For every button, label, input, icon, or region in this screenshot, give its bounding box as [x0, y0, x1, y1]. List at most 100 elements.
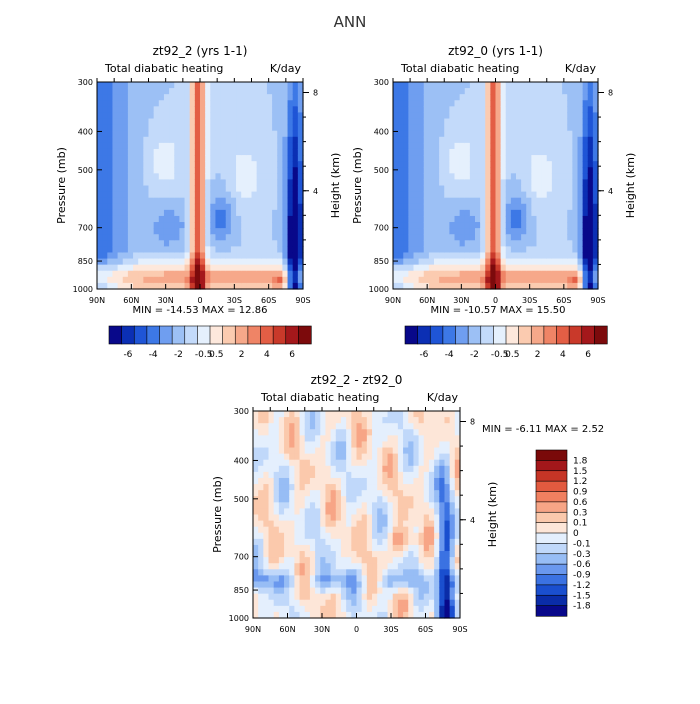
field-cell — [505, 88, 512, 95]
field-cell — [138, 185, 144, 193]
field-cell — [246, 82, 253, 89]
field-cell — [546, 118, 553, 126]
field-cell — [485, 258, 491, 266]
field-cell — [434, 520, 440, 528]
field-cell — [107, 118, 114, 126]
field-cell — [444, 240, 450, 247]
field-cell — [557, 173, 563, 181]
field-cell — [434, 264, 440, 272]
field-cell — [163, 167, 170, 174]
field-cell — [294, 538, 301, 546]
field-cell — [277, 106, 283, 114]
field-cell — [526, 94, 532, 101]
field-cell — [278, 611, 285, 619]
field-cell — [294, 441, 301, 449]
field-cell — [592, 112, 599, 120]
field-cell — [179, 161, 186, 168]
colorbar-label: 4 — [264, 350, 270, 360]
field-cell — [133, 270, 139, 278]
field-cell — [236, 155, 242, 162]
field-cell — [351, 490, 358, 497]
field-cell — [297, 155, 304, 162]
field-cell — [592, 124, 599, 132]
field-cell — [587, 161, 594, 168]
field-cell — [526, 167, 532, 174]
field-cell — [127, 118, 134, 126]
field-cell — [428, 441, 435, 449]
field-cell — [485, 161, 491, 168]
field-cell — [268, 520, 275, 528]
field-cell — [495, 155, 502, 162]
field-cell — [138, 124, 144, 132]
field-cell — [444, 477, 451, 485]
field-cell — [413, 423, 420, 430]
field-cell — [449, 197, 456, 205]
field-cell — [102, 222, 108, 229]
field-cell — [253, 471, 259, 479]
field-cell — [297, 222, 304, 229]
x-tick-label: 0 — [354, 625, 359, 634]
field-cell — [289, 593, 295, 601]
field-cell — [567, 282, 573, 290]
field-cell — [287, 100, 294, 107]
field-cell — [127, 270, 134, 278]
field-cell — [397, 477, 404, 485]
field-cell — [393, 130, 399, 138]
field-cell — [268, 599, 275, 607]
field-cell — [251, 112, 258, 120]
field-cell — [315, 611, 321, 619]
field-cell — [526, 185, 532, 193]
field-cell — [500, 106, 507, 114]
field-cell — [335, 471, 342, 479]
field-cell — [127, 276, 134, 284]
field-cell — [153, 155, 160, 162]
field-cell — [148, 94, 155, 101]
field-cell — [444, 599, 451, 607]
field-cell — [304, 532, 311, 540]
field-cell — [541, 82, 548, 89]
field-cell — [567, 203, 573, 211]
field-cell — [205, 197, 211, 205]
field-cell — [169, 179, 175, 187]
field-cell — [587, 82, 594, 89]
field-cell — [428, 611, 435, 619]
field-cell — [102, 130, 108, 138]
field-cell — [454, 520, 461, 528]
colorbar-swatch — [493, 325, 507, 345]
field-cell — [521, 106, 527, 114]
field-cell — [351, 520, 358, 528]
field-cell — [258, 471, 264, 479]
field-cell — [273, 502, 280, 510]
field-cell — [158, 130, 165, 138]
x-tick-label: 90N — [385, 296, 401, 305]
field-cell — [418, 520, 425, 528]
field-cell — [253, 447, 259, 455]
field-cell — [112, 264, 119, 272]
field-cell — [97, 228, 103, 235]
field-cell — [495, 148, 502, 156]
field-cell — [304, 459, 311, 467]
field-cell — [408, 581, 415, 589]
field-cell — [377, 538, 383, 546]
field-cell — [261, 203, 268, 211]
field-cell — [258, 496, 264, 503]
field-cell — [297, 136, 304, 144]
field-cell — [434, 215, 440, 223]
field-cell — [572, 161, 579, 168]
field-cell — [510, 222, 517, 229]
field-cell — [428, 282, 435, 290]
field-cell — [278, 465, 285, 473]
field-cell — [268, 417, 275, 424]
field-cell — [256, 179, 263, 187]
field-cell — [434, 185, 440, 193]
field-cell — [169, 270, 175, 278]
field-cell — [454, 100, 461, 107]
field-cell — [294, 453, 301, 461]
field-cell — [351, 502, 358, 510]
field-cell — [225, 246, 232, 254]
field-cell — [382, 471, 389, 479]
field-cell — [205, 270, 211, 278]
field-cell — [158, 82, 165, 89]
field-cell — [315, 447, 321, 455]
field-cell — [526, 228, 532, 235]
